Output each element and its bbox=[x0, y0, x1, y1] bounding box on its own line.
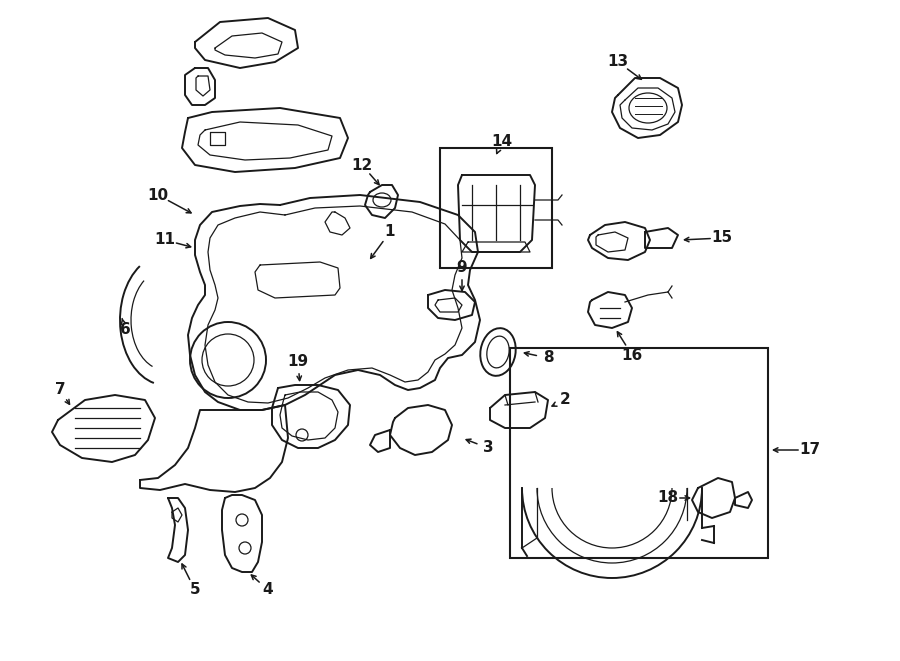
Text: 9: 9 bbox=[456, 260, 467, 276]
Text: 13: 13 bbox=[608, 54, 628, 69]
Text: 11: 11 bbox=[155, 233, 176, 247]
Text: 16: 16 bbox=[621, 348, 643, 362]
Text: 6: 6 bbox=[120, 323, 130, 338]
Text: 17: 17 bbox=[799, 442, 821, 457]
Text: 19: 19 bbox=[287, 354, 309, 369]
Text: 7: 7 bbox=[55, 383, 66, 397]
Text: 5: 5 bbox=[190, 582, 201, 598]
Bar bbox=[440, 148, 552, 268]
Text: 4: 4 bbox=[263, 582, 274, 598]
Text: 15: 15 bbox=[711, 231, 733, 245]
Text: 3: 3 bbox=[482, 440, 493, 455]
Text: 8: 8 bbox=[543, 350, 553, 366]
Bar bbox=[510, 348, 768, 558]
Text: 1: 1 bbox=[385, 225, 395, 239]
Text: 12: 12 bbox=[351, 157, 373, 173]
Text: 14: 14 bbox=[491, 134, 513, 149]
Text: 10: 10 bbox=[148, 188, 168, 202]
Text: 18: 18 bbox=[657, 490, 679, 506]
Text: 2: 2 bbox=[560, 393, 571, 407]
